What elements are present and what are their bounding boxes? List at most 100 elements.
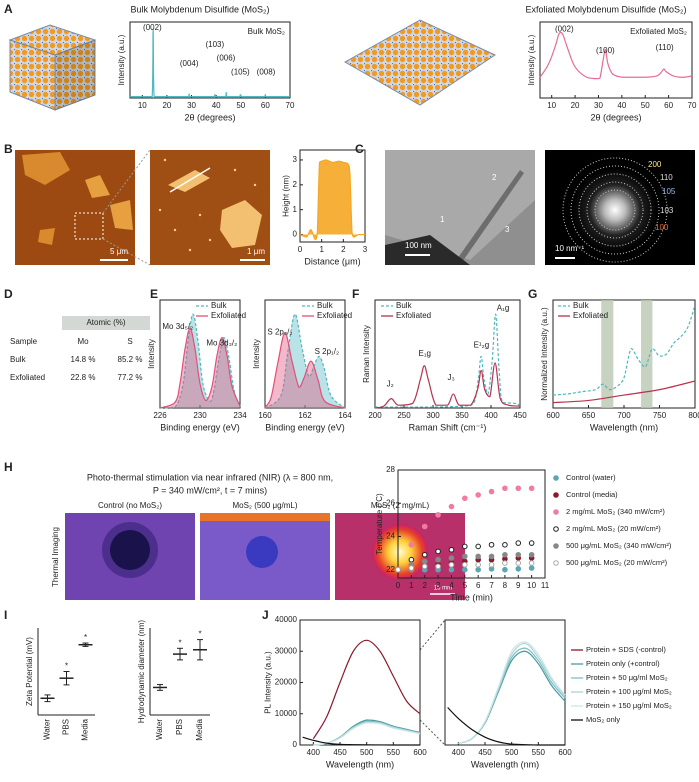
panel-letter: C [355,142,364,156]
x-tick-label: 50 [641,101,650,110]
annotation: (002) [143,23,162,32]
scatter-point [448,566,455,573]
y-axis-label: Intensity (a.u.) [527,34,536,85]
table-cell: 85.2 % [118,355,143,364]
scatter-point [502,541,508,548]
scatter-point [435,563,441,570]
legend-label: Bulk [396,301,413,310]
scale-label: 100 nm [405,241,432,250]
x-axis-label: 2θ (degrees) [590,112,641,122]
scatter-point [502,485,508,492]
legend-label: Protein only (+control) [586,659,660,668]
scale-label: 5 μm [110,247,128,256]
ring-label: 105 [662,187,676,196]
x-tick-label: 40 [617,101,626,110]
scatter-point [488,561,495,568]
table-header: Atomic (%) [86,318,125,327]
annotation: A₁g [497,304,509,313]
plot-frame [374,299,521,409]
scatter-point [528,485,535,492]
scale-label: 1 μm [247,247,265,256]
scatter-point [395,566,401,573]
x-tick-label: 70 [688,101,697,110]
scatter-point [515,560,522,566]
y-tick-label: 24 [386,532,395,541]
y-axis-label: Zeta Potential (mV) [25,637,34,706]
shaded-band [601,300,614,408]
scatter-point [475,566,481,573]
thermal-images [65,513,465,600]
table-column: Sample [10,337,38,346]
panel-letter: A [4,2,13,16]
arrow-label: 2 [492,173,497,182]
scatter-point [528,565,535,571]
y-tick-label: 28 [386,465,395,474]
scatter-point [515,485,522,492]
x-tick-label: 6 [476,581,481,590]
x-tick-label: 20 [571,101,580,110]
x-axis-label: 2θ (degrees) [184,112,235,122]
y-tick-label: 30000 [275,646,298,655]
y-axis-label: Raman Intensity [362,325,371,383]
x-tick-label: 250 [397,411,411,420]
plot-frame [299,149,366,243]
x-axis-label: Wavelength (nm) [590,422,658,432]
table-cell: 77.2 % [118,373,143,382]
x-tick-label: 350 [455,411,469,420]
series-line [552,380,696,404]
legend-label: 500 μg/mL MoS₂ (20 mW/cm²) [566,558,668,567]
image-label: MoS₂ (2 mg/mL) [371,501,430,510]
panel-letter: B [4,142,13,156]
scatter-point [435,548,441,555]
x-tick-label: Water [43,719,52,740]
chart-title: Exfoliated Molybdenum Disulfide (MoS₂) [525,4,686,14]
annotation: (110) [656,43,674,52]
x-tick-label: 1 [319,245,324,254]
annotation: (103) [205,40,224,49]
x-tick-label: 40 [212,101,221,110]
scatter-point [408,556,415,563]
legend-label: Exfoliated [396,311,431,320]
y-axis-label: Hydrodynamic diameter (nm) [137,620,146,723]
legend-label: Protein + SDS (-control) [586,645,666,654]
legend-marker [553,560,559,566]
legend-marker [553,509,559,515]
panel-letter: H [4,460,13,474]
x-tick-label: 8 [503,581,508,590]
legend-label: Exfoliated [317,311,352,320]
table-column: S [127,337,132,346]
series-line [313,721,421,746]
x-axis-label: Wavelength (nm) [471,759,539,769]
x-tick-label: 20 [162,101,171,110]
x-tick-label: 9 [516,581,521,590]
legend-marker [553,492,559,498]
scatter-point [488,488,495,495]
series-line [458,650,566,745]
x-tick-label: 300 [426,411,440,420]
legend-label: Bulk [211,301,228,310]
series-area [265,332,345,408]
x-tick-label: 30 [187,101,196,110]
significance: * [65,662,68,671]
scatter-point [421,558,428,565]
series-area [300,159,365,240]
x-tick-label: 226 [153,411,167,420]
annotation: J₂ [387,379,394,388]
x-axis-label: Distance (μm) [304,256,360,266]
scatter-point [502,566,508,573]
scatter-point [462,553,468,560]
ring-label: 100 [655,223,669,232]
j-connectors [419,619,446,746]
x-tick-label: 10 [547,101,556,110]
h-title: Photo-thermal stimulation via near infra… [87,472,333,482]
series-line [313,719,421,746]
annotation: (004) [180,59,199,68]
x-tick-label: 750 [653,411,667,420]
ring-label: 200 [648,160,662,169]
y-axis-label: PL Intensity (a.u.) [264,651,273,714]
series-area [265,314,345,408]
x-tick-label: 230 [193,411,207,420]
y-tick-label: 1 [293,205,298,214]
